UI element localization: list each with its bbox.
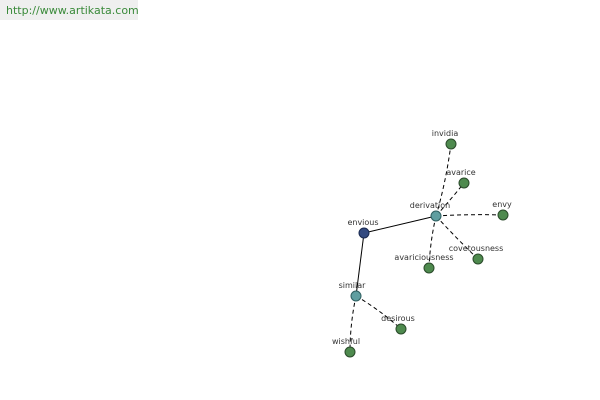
node[interactable] bbox=[497, 209, 509, 221]
node-label[interactable]: desirous bbox=[381, 314, 415, 323]
node[interactable] bbox=[423, 262, 435, 274]
node-label[interactable]: avariciousness bbox=[394, 253, 453, 262]
node[interactable] bbox=[344, 346, 356, 358]
node-label[interactable]: invidia bbox=[432, 129, 459, 138]
node-label[interactable]: envy bbox=[492, 200, 512, 209]
edge bbox=[435, 143, 452, 217]
node[interactable] bbox=[458, 177, 470, 189]
node-label[interactable]: envious bbox=[347, 218, 378, 227]
node-label[interactable]: similar bbox=[339, 281, 367, 290]
node-label[interactable]: avarice bbox=[446, 168, 475, 177]
edge bbox=[363, 215, 437, 234]
url-bar bbox=[0, 0, 138, 20]
node-label[interactable]: wishful bbox=[332, 337, 360, 346]
url[interactable]: http://www.artikata.com bbox=[6, 4, 139, 17]
node[interactable] bbox=[430, 210, 442, 222]
node[interactable] bbox=[472, 253, 484, 265]
node-label[interactable]: covetousness bbox=[449, 244, 504, 253]
nodes: envious derivation similar invidia avari… bbox=[332, 129, 512, 358]
edge bbox=[355, 232, 365, 297]
edge bbox=[355, 295, 402, 330]
node[interactable] bbox=[358, 227, 370, 239]
node[interactable] bbox=[350, 290, 362, 302]
node[interactable] bbox=[445, 138, 457, 150]
edge bbox=[435, 215, 479, 260]
node-label[interactable]: derivation bbox=[410, 201, 450, 210]
edge bbox=[435, 214, 504, 217]
node[interactable] bbox=[395, 323, 407, 335]
